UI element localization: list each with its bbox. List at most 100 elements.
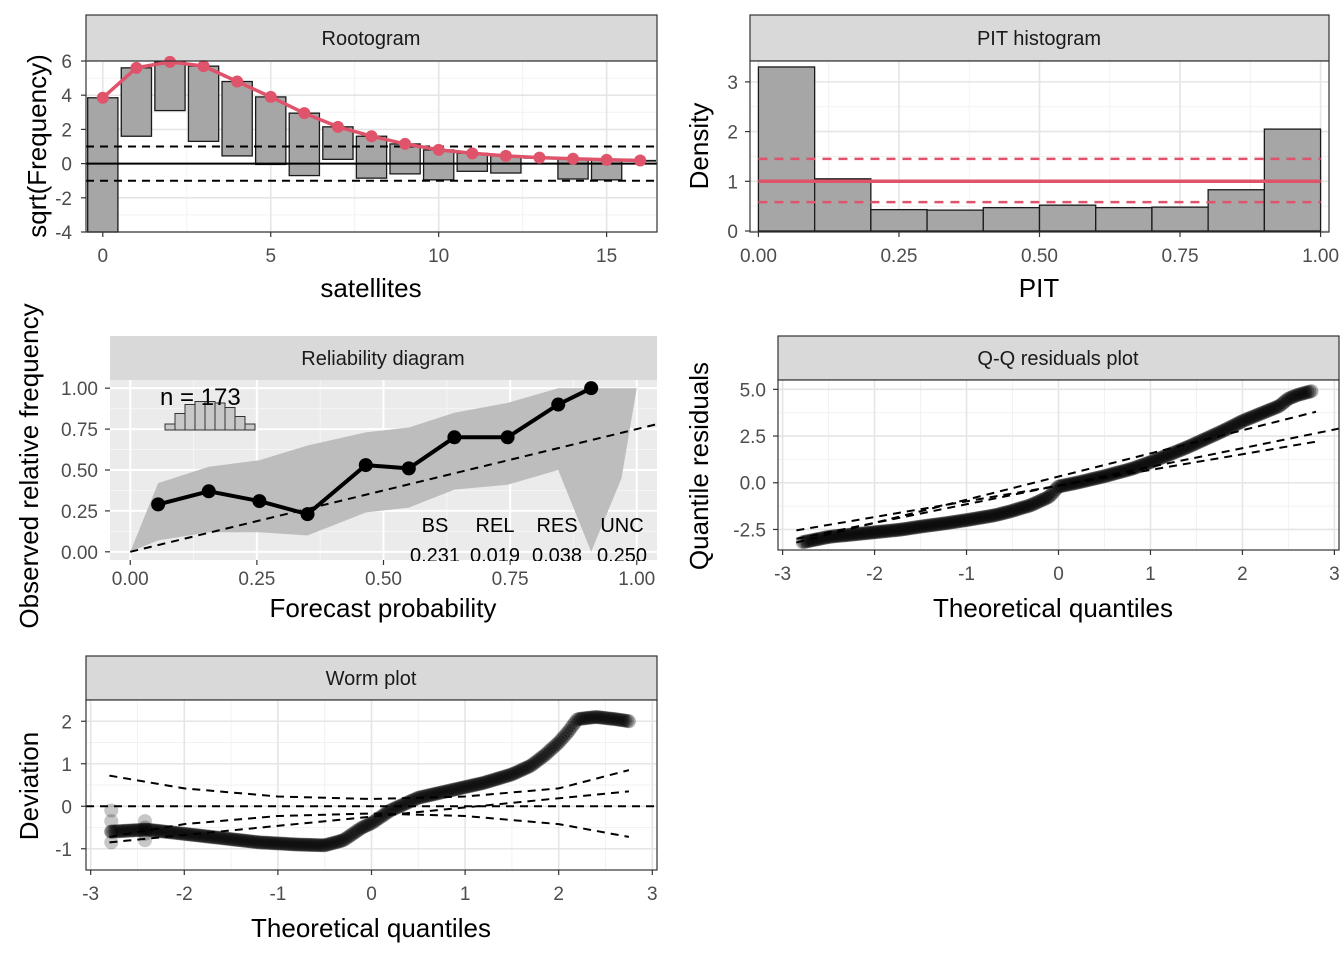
worm-point <box>322 837 337 852</box>
worm-point <box>472 777 486 791</box>
qq-point <box>892 522 906 537</box>
pit-ytick-label: 0 <box>727 222 738 243</box>
qq-point <box>1259 404 1274 419</box>
worm-point <box>556 730 570 745</box>
worm-point <box>378 807 393 821</box>
worm-point <box>128 823 143 838</box>
worm-ytick-label: 1 <box>61 755 72 776</box>
qq-point <box>1261 403 1276 418</box>
qq-point <box>1159 448 1174 463</box>
worm-point <box>442 783 456 798</box>
reliability-ytick-label: 0.00 <box>61 543 98 564</box>
worm-point <box>304 837 319 852</box>
qq-reference-line <box>796 440 1317 532</box>
qq-point <box>1257 405 1272 420</box>
rootogram-xlabel: satellites <box>320 273 421 303</box>
worm-point <box>278 836 293 851</box>
worm-point <box>244 834 259 849</box>
rootogram-expected-point <box>567 152 580 165</box>
worm-point <box>474 776 488 791</box>
qq-point <box>1210 426 1225 441</box>
worm-point <box>540 746 554 761</box>
qq-point <box>1172 443 1187 458</box>
worm-point <box>152 824 167 838</box>
worm-ribbon <box>109 710 629 852</box>
pit-bar <box>757 66 816 232</box>
qq-point <box>1275 396 1289 411</box>
qq-point <box>848 527 863 542</box>
qq-point <box>801 534 816 548</box>
worm-point <box>500 768 514 783</box>
worm-point <box>330 835 345 849</box>
qq-point <box>1223 420 1238 434</box>
reliability-xlabel: Forecast probability <box>270 593 497 623</box>
worm-point <box>504 767 518 782</box>
worm-point <box>226 832 241 847</box>
rootogram-expected-point <box>298 107 311 120</box>
qq-point <box>1255 406 1270 420</box>
rootogram-expected-point <box>130 61 143 74</box>
worm-point <box>214 831 229 846</box>
qq-point <box>1023 498 1038 513</box>
reliability-point <box>252 494 267 509</box>
worm-point <box>492 771 506 786</box>
qq-point <box>1019 499 1034 514</box>
qq-ytick-label: 0.0 <box>740 474 766 495</box>
worm-point <box>613 713 628 727</box>
qq-point <box>860 526 875 540</box>
worm-point <box>615 713 630 728</box>
worm-ylabel: Deviation <box>14 732 44 840</box>
worm-point <box>356 820 371 835</box>
worm-point <box>605 711 620 726</box>
pit-bar <box>1095 206 1153 232</box>
pit-ylabel: Density <box>684 103 714 190</box>
worm-point <box>336 833 351 848</box>
pit-ytick-label: 1 <box>727 172 738 193</box>
worm-point <box>466 778 480 793</box>
rootogram-xtick-label: 0 <box>98 246 109 267</box>
worm-point <box>326 836 341 851</box>
worm-point <box>577 711 592 726</box>
worm-point <box>242 834 257 849</box>
worm-point <box>599 711 614 726</box>
worm-point <box>583 710 598 725</box>
reliability-axis-clip <box>110 561 657 571</box>
qq-point <box>1221 421 1236 435</box>
rootogram-bar <box>187 65 220 143</box>
worm-point <box>480 774 494 789</box>
pit-bar <box>982 206 1041 232</box>
qq-point <box>905 520 920 535</box>
qq-point <box>896 522 910 537</box>
worm-point <box>454 781 468 795</box>
worm-xlabel: Theoretical quantiles <box>251 913 491 943</box>
qq-reference-line <box>796 410 1317 544</box>
worm-point <box>340 830 355 845</box>
qq-point <box>886 523 901 538</box>
worm-point <box>408 792 423 807</box>
reliability-curve <box>157 386 593 517</box>
worm-point <box>560 726 574 741</box>
qq-point <box>923 518 938 533</box>
worm-point <box>579 711 594 725</box>
pit-ticks: 0.00 0.25 0.50 0.75 1.00 0 1 2 3 <box>727 73 1339 267</box>
worm-point <box>562 723 576 738</box>
worm-point <box>312 838 327 853</box>
worm-point <box>224 832 239 847</box>
worm-point <box>482 774 496 789</box>
worm-point <box>274 836 289 851</box>
worm-point <box>478 775 492 790</box>
qq-point <box>1031 494 1046 509</box>
worm-point <box>436 785 450 800</box>
worm-lower-band <box>109 812 630 838</box>
qq-xtick-label: 2 <box>1237 564 1248 585</box>
qq-point <box>1000 505 1014 520</box>
worm-point <box>320 837 335 852</box>
qq-gridlines <box>778 380 1339 550</box>
rootogram-ylabel: sqrt(Frequency) <box>22 54 52 238</box>
reliability-title: Reliability diagram <box>301 348 464 370</box>
pit-bar <box>1151 206 1209 232</box>
worm-point <box>212 830 227 845</box>
qq-point <box>1284 390 1299 405</box>
worm-point <box>350 823 365 838</box>
worm-point <box>112 824 127 839</box>
